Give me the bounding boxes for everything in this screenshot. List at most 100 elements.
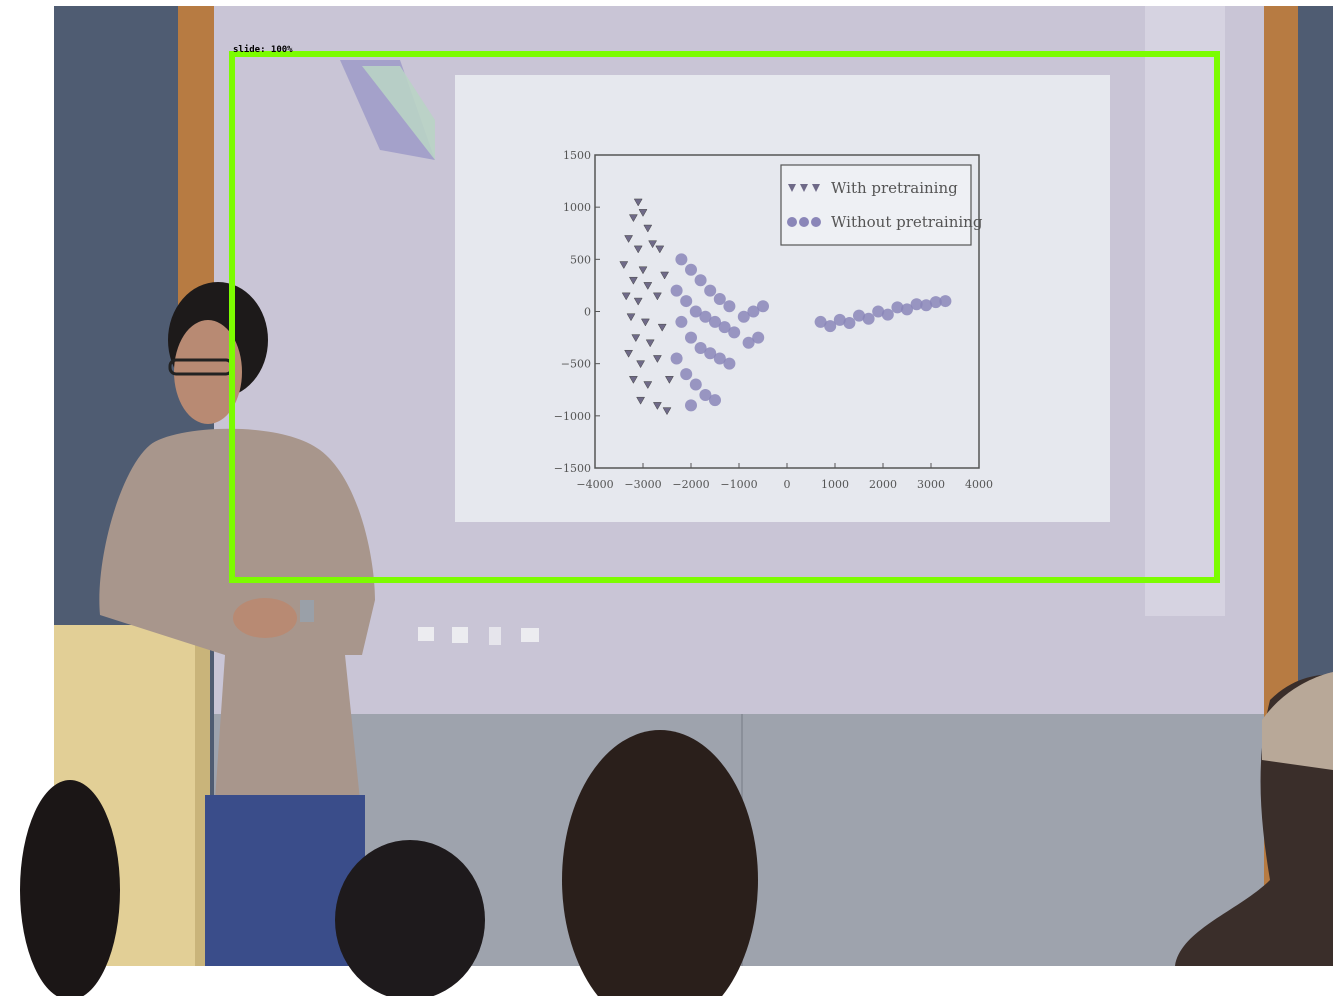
scatter-point-with-pretraining [643,282,653,290]
scatter-point-with-pretraining [633,297,643,306]
audience-head-left [335,840,485,996]
scatter-point-without-pretraining [709,315,721,328]
scatter-point-without-pretraining [737,310,750,323]
scatter-point-without-pretraining [685,399,697,412]
scatter-point-with-pretraining [638,209,648,217]
scatter-point-with-pretraining [652,355,662,363]
scatter-point-without-pretraining [718,321,731,334]
scatter-point-with-pretraining [652,402,662,410]
legend-box [780,164,972,246]
scatter-point-without-pretraining [689,378,702,391]
scatter-point-with-pretraining [624,235,634,243]
y-tick-label: 1000 [563,201,591,214]
legend-marker [811,217,821,227]
y-tick-label: −500 [561,358,591,371]
slide-deco-stripe-2 [362,66,435,160]
doc-icon [489,627,501,645]
scatter-point-with-pretraining [645,339,655,348]
scatter-point-without-pretraining [891,301,904,314]
scatter-point-with-pretraining [657,323,667,332]
scatter-point-without-pretraining [685,263,697,276]
audience-head-center [562,730,758,996]
scatter-point-without-pretraining [680,295,693,308]
audience-cap-right [1262,672,1333,770]
scatter-point-without-pretraining [929,296,942,309]
scatter-point-without-pretraining [920,299,933,312]
scatter-point-with-pretraining [648,240,658,249]
y-tick-label: 0 [584,306,591,319]
folder-icon [418,627,434,641]
scatter-point-without-pretraining [723,357,736,370]
scatter-point-without-pretraining [713,292,726,305]
scatter-point-without-pretraining [723,300,736,313]
legend-marker [800,184,808,192]
scatter-point-without-pretraining [757,300,769,313]
scatter-point-without-pretraining [713,352,726,365]
x-tick-label: −3000 [624,478,661,491]
scatter-point-without-pretraining [728,326,741,339]
scatter-point-without-pretraining [704,284,717,297]
scatter-point-without-pretraining [685,331,697,344]
legend-marker [799,217,809,227]
x-tick-label: 1000 [821,478,849,491]
scatter-point-with-pretraining [664,376,674,384]
scatter-point-with-pretraining [638,266,648,275]
scatter-point-without-pretraining [709,394,721,407]
scatter-point-without-pretraining [680,368,693,381]
scatter-point-without-pretraining [824,320,837,333]
scatter-point-with-pretraining [633,245,643,254]
scatter-point-without-pretraining [910,298,923,311]
scatter-point-with-pretraining [631,334,641,343]
scatter-point-without-pretraining [742,336,755,349]
x-tick-label: −1000 [720,478,757,491]
scatter-point-with-pretraining [628,276,638,285]
legend-marker [812,184,820,192]
scatter-point-without-pretraining [689,305,702,318]
scatter-point-with-pretraining [660,271,670,280]
wood-frame-left [178,6,216,306]
scatter-point-with-pretraining [640,318,650,327]
scatter-point-without-pretraining [939,295,952,308]
scatter-point-with-pretraining [636,396,646,405]
scatter-point-with-pretraining [633,198,643,207]
scatter-point-without-pretraining [901,303,913,316]
scatter-point-with-pretraining [655,245,665,254]
scatter-point-without-pretraining [853,309,865,322]
x-tick-label: 0 [784,478,791,491]
x-tick-label: −4000 [576,478,613,491]
presenter-hand [233,598,297,638]
legend-label: Without pretraining [831,213,983,231]
scatter-point-with-pretraining [643,381,653,390]
scatter-point-with-pretraining [628,376,638,384]
audience-head-far-left [20,780,120,996]
scatter-point-without-pretraining [699,388,712,401]
scatter-point-without-pretraining [747,305,760,318]
legend-marker [788,184,796,192]
scatter-point-without-pretraining [699,310,712,323]
scatter-point-with-pretraining [619,261,629,270]
scatter-point-with-pretraining [624,349,634,358]
detection-box [229,51,1220,583]
x-tick-label: −2000 [672,478,709,491]
scatter-point-without-pretraining [752,331,765,344]
scatter-point-without-pretraining [670,284,683,297]
scatter-point-without-pretraining [862,312,875,325]
scatter-point-without-pretraining [833,313,846,326]
scatter-point-without-pretraining [814,315,827,328]
scatter-point-with-pretraining [621,292,631,301]
scatter-point-with-pretraining [652,292,662,301]
scatter-point-without-pretraining [843,316,856,329]
x-tick-label: 2000 [869,478,897,491]
presenter-face [174,320,242,424]
y-tick-label: −1000 [554,410,591,423]
detection-label: slide: 100% [233,44,293,55]
scatter-point-without-pretraining [872,305,885,318]
scatter-point-without-pretraining [881,308,894,321]
presenter-watch [300,600,314,622]
slide-deco-stripe [340,60,435,160]
legend-label: With pretraining [831,179,958,197]
store-icon [452,627,468,643]
scatter-point-without-pretraining [670,352,683,365]
slide-figure [455,75,1110,522]
